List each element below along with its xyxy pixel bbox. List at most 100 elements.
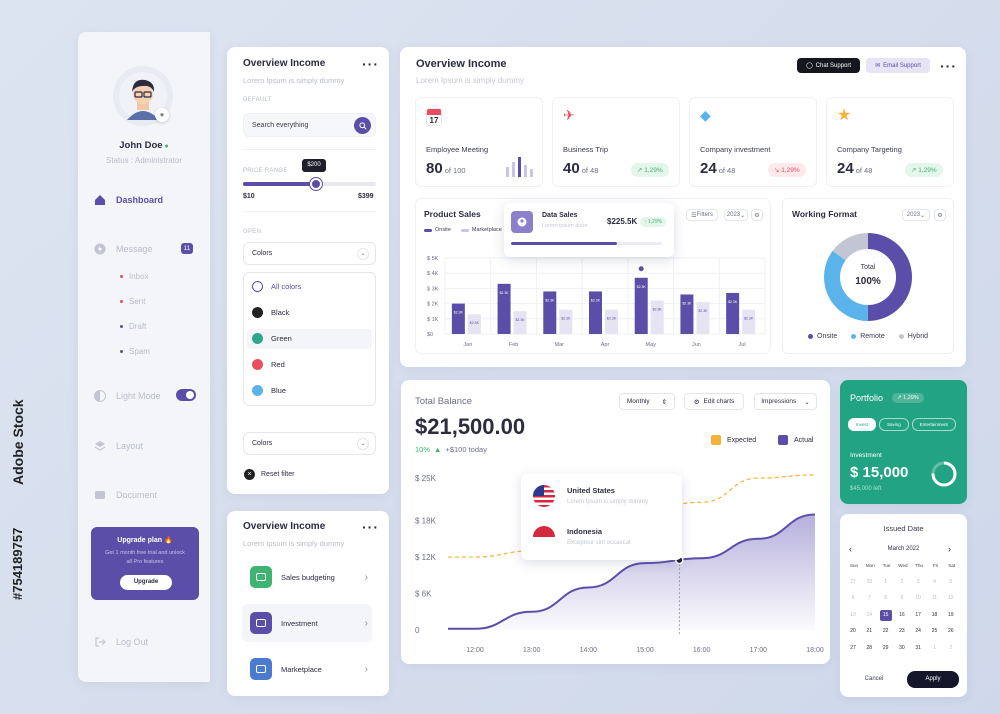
color-option-green[interactable]: Green — [252, 333, 292, 344]
colors-select-2[interactable]: Colors ⌄ — [243, 432, 376, 455]
calendar-day[interactable]: 13 — [850, 611, 856, 618]
year-select[interactable]: 2023 ⌄ — [724, 209, 748, 221]
bar-onsite-jun[interactable] — [680, 294, 694, 334]
impressions-select[interactable]: Impressions ⌄ — [754, 393, 817, 410]
avatar-edit-icon[interactable]: ● — [155, 108, 169, 122]
calendar-day[interactable]: 1 — [933, 644, 936, 651]
calendar-day[interactable]: 27 — [850, 644, 856, 651]
settings-icon[interactable]: ⚙ — [934, 209, 946, 221]
calendar-day[interactable]: 11 — [931, 595, 938, 602]
calendar-day[interactable]: 10 — [915, 595, 921, 602]
bar-onsite-apr[interactable] — [589, 291, 602, 334]
income-list-more-icon[interactable]: ··· — [362, 519, 379, 535]
price-slider-track[interactable] — [243, 178, 376, 190]
price-slider-thumb[interactable] — [310, 178, 323, 190]
calendar-day[interactable]: 22 — [882, 628, 889, 635]
stat-card-employee-meeting[interactable]: 17 Employee Meeting 80 of 100 — [415, 97, 543, 187]
income-item[interactable]: Marketplace › — [250, 658, 368, 680]
settings-icon[interactable]: ⚙ — [751, 209, 763, 221]
bar-marketplace-jan[interactable] — [467, 314, 481, 334]
calendar-day[interactable]: 3 — [916, 579, 920, 585]
sidebar-item-message[interactable]: Message — [93, 242, 153, 255]
calendar-day[interactable]: 29 — [882, 644, 889, 651]
calendar-day[interactable]: 9 — [900, 595, 904, 602]
bar-marketplace-apr[interactable] — [605, 309, 618, 334]
color-option-blue[interactable]: Blue — [252, 385, 286, 396]
donut-slice-hybrid[interactable] — [824, 233, 912, 321]
prev-month-icon[interactable]: ‹ — [849, 544, 852, 554]
donut-slice-remote[interactable] — [824, 233, 912, 321]
calendar-day[interactable]: 14 — [866, 611, 873, 618]
calendar-day[interactable]: 28 — [866, 644, 873, 651]
overview-more-icon[interactable]: ··· — [940, 58, 957, 74]
calendar-day[interactable]: 31 — [915, 644, 921, 651]
bar-onsite-mar[interactable] — [543, 291, 557, 334]
filter-more-icon[interactable]: ··· — [362, 56, 379, 72]
color-option-black[interactable]: Black — [252, 307, 289, 318]
stat-card-business-trip[interactable]: ✈ Business Trip 40 of 48 ↗ 1,29% — [552, 97, 680, 187]
calendar-day-selected[interactable]: 15 — [879, 609, 892, 621]
calendar-day[interactable]: 8 — [884, 595, 887, 602]
calendar-cancel-button[interactable]: Cancel — [864, 676, 884, 682]
calendar-day[interactable]: 28 — [866, 579, 873, 585]
sidebar-subitem-inbox[interactable]: Inbox — [120, 272, 149, 281]
color-option-red[interactable]: Red — [252, 359, 285, 370]
search-field[interactable]: Search everything — [243, 113, 376, 137]
tab-entertainment[interactable]: Entertainment — [911, 418, 956, 431]
calendar-day[interactable]: 25 — [931, 628, 938, 635]
light-mode-toggle[interactable] — [176, 389, 196, 401]
upgrade-button[interactable]: Upgrade — [120, 575, 172, 590]
edit-charts-button[interactable]: ⚙ Edit charts — [684, 393, 744, 410]
calendar-day[interactable]: 12 — [948, 595, 954, 602]
bar-onsite-may[interactable] — [634, 277, 648, 334]
sidebar-subitem-draft[interactable]: Draft — [120, 322, 146, 331]
filters-button[interactable]: ☰ Filters — [686, 209, 718, 221]
bar-marketplace-jun[interactable] — [696, 302, 710, 334]
calendar-day[interactable]: 20 — [850, 628, 856, 635]
stat-card-company-investment[interactable]: ◆ Company investment 24 of 48 ↘ 1,29% — [689, 97, 817, 187]
calendar-day[interactable]: 17 — [915, 611, 921, 618]
period-select[interactable]: Monthly ⇕ — [619, 393, 675, 410]
calendar-day[interactable]: 30 — [899, 644, 905, 651]
bar-marketplace-feb[interactable] — [513, 311, 527, 334]
calendar-day[interactable]: 2 — [900, 579, 904, 585]
income-item[interactable]: Investment › — [250, 612, 368, 634]
calendar-day[interactable]: 23 — [899, 628, 905, 635]
calendar-apply-button[interactable]: Apply — [907, 671, 959, 688]
calendar-day[interactable]: 16 — [899, 611, 905, 618]
next-month-icon[interactable]: › — [948, 544, 951, 554]
email-support-button[interactable]: ✉ Email Support — [866, 58, 930, 73]
bar-onsite-jan[interactable] — [451, 303, 465, 334]
bar-marketplace-mar[interactable] — [559, 309, 573, 334]
colors-select[interactable]: Colors ⌄ — [243, 242, 376, 265]
sidebar-subitem-spam[interactable]: Spam — [120, 347, 150, 356]
calendar-day[interactable]: 21 — [866, 628, 873, 635]
search-icon[interactable] — [354, 117, 371, 134]
calendar-day[interactable]: 6 — [851, 595, 855, 602]
calendar-day[interactable]: 18 — [931, 611, 938, 618]
stat-card-company-targeting[interactable]: ★ Company Targeting 24 of 48 ↗ 1,29% — [826, 97, 954, 187]
calendar-day[interactable]: 4 — [933, 579, 936, 585]
working-year-select[interactable]: 2023 ⌄ — [902, 209, 930, 221]
bar-marketplace-may[interactable] — [650, 300, 664, 334]
sidebar-item-dashboard[interactable]: Dashboard — [93, 193, 163, 206]
sidebar-item-layout[interactable]: Layout — [93, 439, 143, 452]
calendar-day[interactable]: 24 — [915, 628, 921, 635]
reset-filter-button[interactable]: × Reset filter — [244, 469, 294, 480]
calendar-day[interactable]: 26 — [948, 628, 954, 635]
color-option-all-colors[interactable]: All colors — [252, 281, 301, 292]
calendar-day[interactable]: 7 — [867, 595, 871, 602]
avatar[interactable] — [113, 66, 173, 126]
bar-onsite-feb[interactable] — [497, 283, 511, 334]
calendar-day[interactable]: 5 — [949, 579, 953, 585]
calendar-day[interactable]: 2 — [949, 644, 953, 651]
calendar-day[interactable]: 19 — [948, 611, 954, 618]
bar-marketplace-jul[interactable] — [742, 309, 756, 334]
income-item[interactable]: Sales budgeting › — [250, 566, 368, 588]
sidebar-item-document[interactable]: Document — [93, 488, 157, 501]
logout-button[interactable]: Log Out — [93, 635, 148, 648]
sidebar-subitem-sent[interactable]: Sent — [120, 297, 145, 306]
bar-onsite-jul[interactable] — [726, 292, 740, 334]
tab-invest[interactable]: Invest — [848, 418, 877, 431]
calendar-day[interactable]: 27 — [850, 579, 856, 585]
